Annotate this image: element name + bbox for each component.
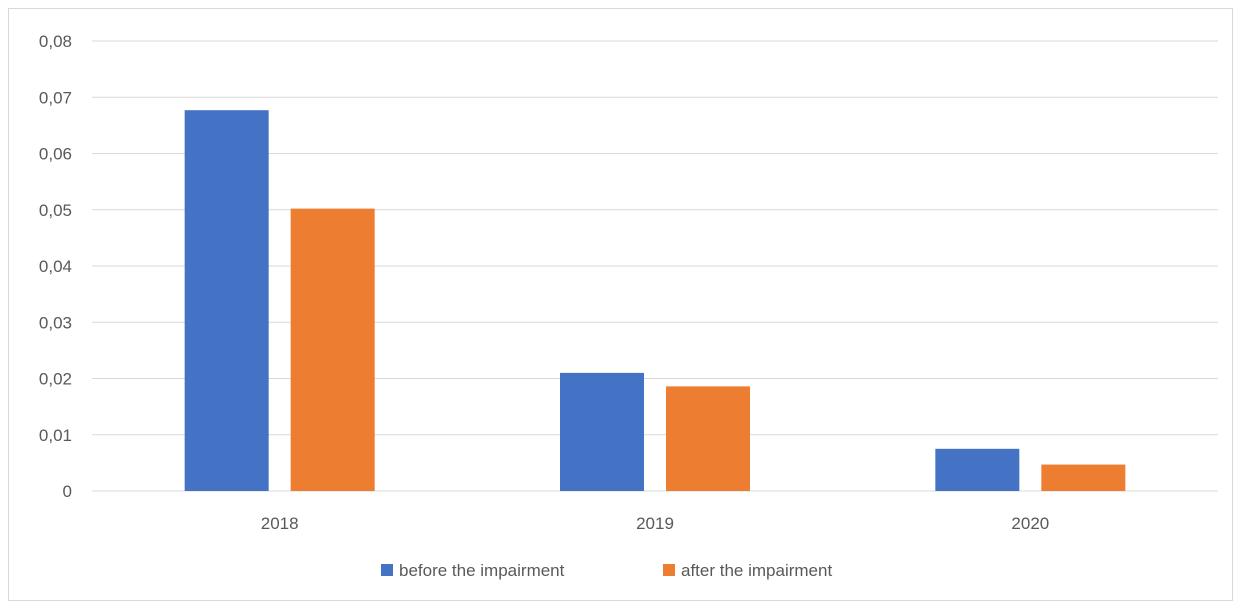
- legend-swatch: [381, 564, 393, 576]
- bar-before-2019: [560, 372, 644, 491]
- bar-before-2020: [935, 448, 1020, 491]
- legend-label: before the impairment: [399, 561, 565, 580]
- y-tick-label: 0: [63, 482, 72, 501]
- gridlines: [92, 40, 1218, 492]
- x-tick-label: 2018: [261, 514, 299, 533]
- x-tick-label: 2020: [1011, 514, 1049, 533]
- legend-swatch: [663, 564, 675, 576]
- y-tick-label: 0,08: [39, 32, 72, 51]
- y-tick-label: 0,01: [39, 426, 72, 445]
- bars: [184, 110, 1126, 491]
- y-tick-label: 0,06: [39, 145, 72, 164]
- y-axis-tick-labels: 0 0,01 0,02 0,03 0,04 0,05 0,06 0,07 0,08: [39, 32, 72, 501]
- legend-label: after the impairment: [681, 561, 832, 580]
- x-tick-label: 2019: [636, 514, 674, 533]
- bar-after-2020: [1041, 464, 1126, 491]
- y-tick-label: 0,07: [39, 88, 72, 107]
- bar-after-2018: [290, 208, 375, 491]
- x-axis-tick-labels: 2018 2019 2020: [261, 514, 1049, 533]
- y-tick-label: 0,02: [39, 370, 72, 389]
- bar-after-2019: [666, 386, 750, 491]
- y-tick-label: 0,05: [39, 201, 72, 220]
- bar-before-2018: [184, 110, 269, 491]
- y-tick-label: 0,04: [39, 257, 72, 276]
- y-tick-label: 0,03: [39, 313, 72, 332]
- legend: before the impairment after the impairmen…: [381, 561, 832, 580]
